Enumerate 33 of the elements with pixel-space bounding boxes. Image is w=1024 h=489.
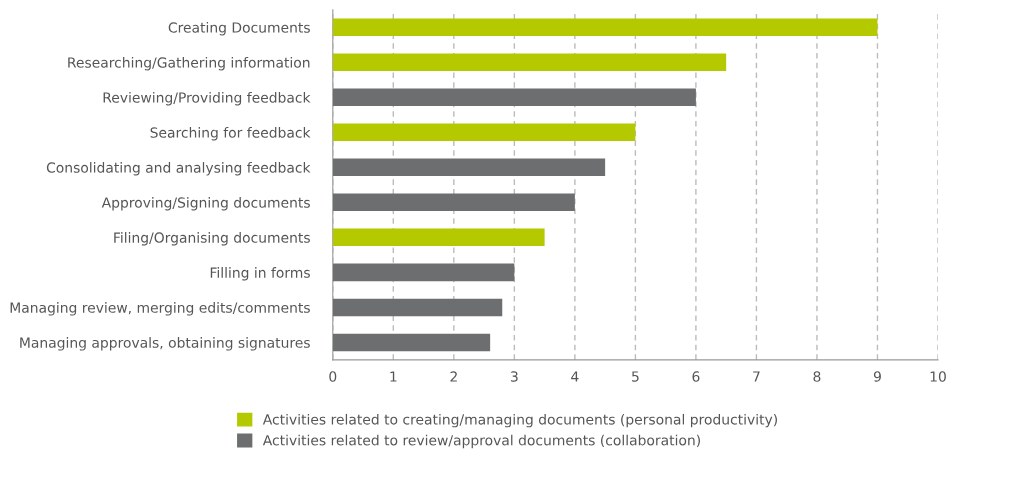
bar — [332, 228, 545, 247]
x-tick-label: 7 — [753, 371, 760, 382]
x-tick-label: 2 — [450, 371, 457, 382]
x-tick-label: 9 — [873, 371, 881, 382]
y-tick-label: Filing/Organising documents — [114, 232, 310, 246]
y-tick-label: Managing review, merging edits/comments — [10, 302, 310, 316]
x-tick-label: 8 — [813, 371, 821, 382]
legend-label: Activities related to review/approval documents (collaboration) — [262, 434, 700, 449]
y-tick-label: Filling in forms — [210, 267, 310, 281]
x-tick-label: 0 — [329, 371, 337, 382]
x-tick-label: 10 — [930, 371, 946, 382]
bar — [332, 298, 503, 317]
x-tick-label: 6 — [692, 371, 700, 382]
y-tick-label: Consolidating and analysing feedback — [46, 162, 311, 176]
bar — [332, 193, 575, 212]
bar — [332, 123, 636, 142]
y-tick-label: Creating Documents — [168, 22, 310, 36]
y-tick-label: Reviewing/Providing feedback — [103, 92, 311, 106]
bar — [332, 263, 515, 282]
bar — [332, 333, 491, 352]
bar — [332, 158, 606, 177]
y-tick-label: Approving/Signing documents — [101, 197, 310, 211]
x-tick-label: 3 — [511, 371, 518, 382]
x-tick-label: 1 — [390, 371, 397, 382]
y-tick-label: Managing approvals, obtaining signatures — [20, 337, 310, 351]
y-tick-label: Researching/Gathering information — [68, 57, 310, 71]
y-tick-label: Searching for feedback — [150, 127, 311, 141]
bar — [332, 18, 878, 37]
bar — [332, 53, 727, 72]
legend-label: Activities related to creating/managing documents (personal productivity) — [262, 413, 777, 428]
bar — [332, 88, 696, 107]
x-tick-label: 5 — [632, 371, 639, 382]
x-tick-label: 4 — [571, 371, 579, 382]
